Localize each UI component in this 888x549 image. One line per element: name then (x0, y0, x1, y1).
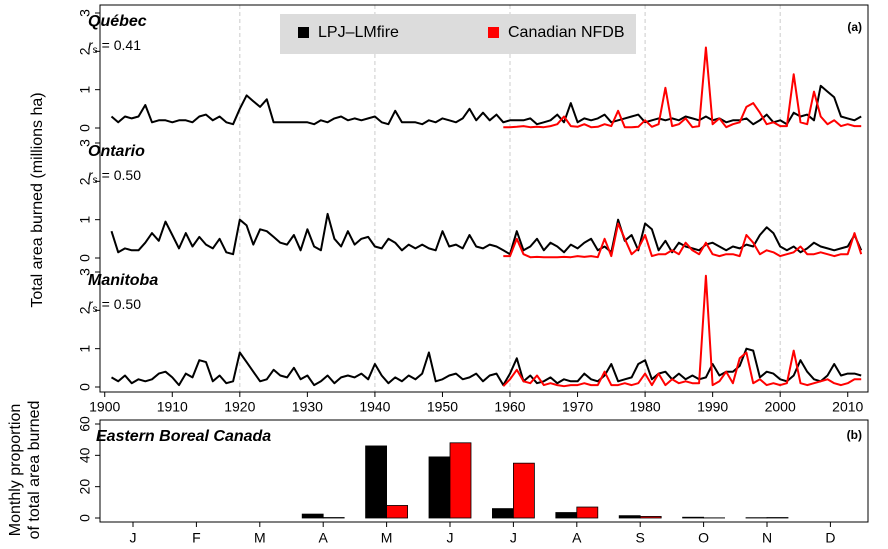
x-tick-label: J (447, 530, 454, 546)
x-tick-label: 1990 (697, 399, 728, 415)
y-axis-label: Monthly proportion (7, 404, 24, 537)
plot-frame (99, 419, 869, 523)
x-tick-label: J (510, 530, 517, 546)
bar (576, 506, 599, 519)
panel-label: (a) (847, 20, 862, 34)
series-line (110, 84, 862, 126)
y-tick-label: 0 (77, 254, 93, 262)
stat-text: = 0.41 (102, 37, 142, 53)
x-tick-label: O (698, 530, 709, 546)
x-tick-label: A (319, 530, 329, 546)
x-tick-label: J (130, 530, 137, 546)
stat-subscript: s (93, 175, 98, 186)
bar (491, 508, 514, 519)
bar (682, 516, 704, 519)
x-tick-label: 2000 (765, 399, 796, 415)
chart-title: Eastern Boreal Canada (96, 428, 271, 445)
stat-label: rs = 0.41 (88, 37, 141, 56)
stat-text: = 0.50 (102, 167, 142, 183)
bar (639, 516, 662, 519)
y-tick-label: 0 (77, 383, 93, 391)
x-tick-label: A (572, 530, 582, 546)
bar (365, 445, 388, 519)
y-tick-label: 2 (77, 47, 93, 55)
x-tick-label: 1960 (494, 399, 525, 415)
bar (618, 515, 641, 519)
x-tick-label: 1910 (157, 399, 188, 415)
x-tick-label: 1930 (292, 399, 323, 415)
y-tick-label: 3 (77, 139, 93, 147)
plot-frame (99, 4, 869, 393)
series-line (503, 222, 863, 259)
x-tick-label: S (636, 530, 645, 546)
series-line (110, 212, 863, 256)
y-tick-label: 1 (77, 345, 93, 353)
x-tick-label: M (254, 530, 266, 546)
y-tick-label: 3 (77, 9, 93, 17)
bar (555, 512, 578, 519)
x-tick-label: 1970 (562, 399, 593, 415)
stat-text: = 0.50 (102, 296, 142, 312)
bar (386, 505, 409, 519)
x-tick-label: M (381, 530, 393, 546)
panel-title: Manitoba (88, 272, 158, 289)
y-tick-label: 0 (77, 514, 93, 522)
x-tick-label: 1900 (89, 399, 120, 415)
panel-title: Ontario (88, 143, 145, 160)
y-axis-label: of total area burned (26, 401, 43, 540)
legend-label: LPJ–LMfire (318, 24, 399, 41)
bar (301, 513, 324, 519)
stat-symbol: r (88, 37, 94, 53)
x-tick-label: 1980 (630, 399, 661, 415)
y-tick-label: 20 (77, 479, 93, 495)
x-tick-label: 1950 (427, 399, 458, 415)
y-tick-label: 1 (77, 216, 93, 224)
x-tick-label: D (825, 530, 835, 546)
x-tick-label: 1940 (359, 399, 390, 415)
bar (428, 456, 451, 519)
stat-subscript: s (93, 304, 98, 315)
y-tick-label: 40 (77, 447, 93, 463)
stat-label: rs = 0.50 (88, 167, 141, 186)
x-tick-label: 2010 (832, 399, 863, 415)
x-tick-label: 1920 (224, 399, 255, 415)
y-tick-label: 2 (77, 306, 93, 314)
y-tick-label: 60 (77, 416, 93, 432)
y-axis-label: Total area burned (millions ha) (29, 92, 46, 307)
bar (513, 462, 535, 519)
stat-label: rs = 0.50 (88, 296, 141, 315)
panel-title: Québec (88, 13, 147, 30)
series-line (502, 274, 862, 388)
legend-swatch (298, 27, 309, 38)
legend-box (280, 14, 636, 54)
bar (449, 442, 472, 519)
y-tick-label: 0 (77, 124, 93, 132)
y-tick-label: 2 (77, 177, 93, 185)
x-tick-label: N (762, 530, 772, 546)
legend-swatch (488, 27, 499, 38)
panel-label: (b) (847, 428, 862, 442)
stat-subscript: s (93, 45, 98, 56)
y-tick-label: 3 (77, 268, 93, 276)
series-line (503, 46, 862, 129)
legend-label: Canadian NFDB (508, 24, 625, 41)
stat-symbol: r (88, 296, 94, 312)
y-tick-label: 1 (77, 86, 93, 94)
x-tick-label: F (192, 530, 201, 546)
stat-symbol: r (88, 167, 94, 183)
